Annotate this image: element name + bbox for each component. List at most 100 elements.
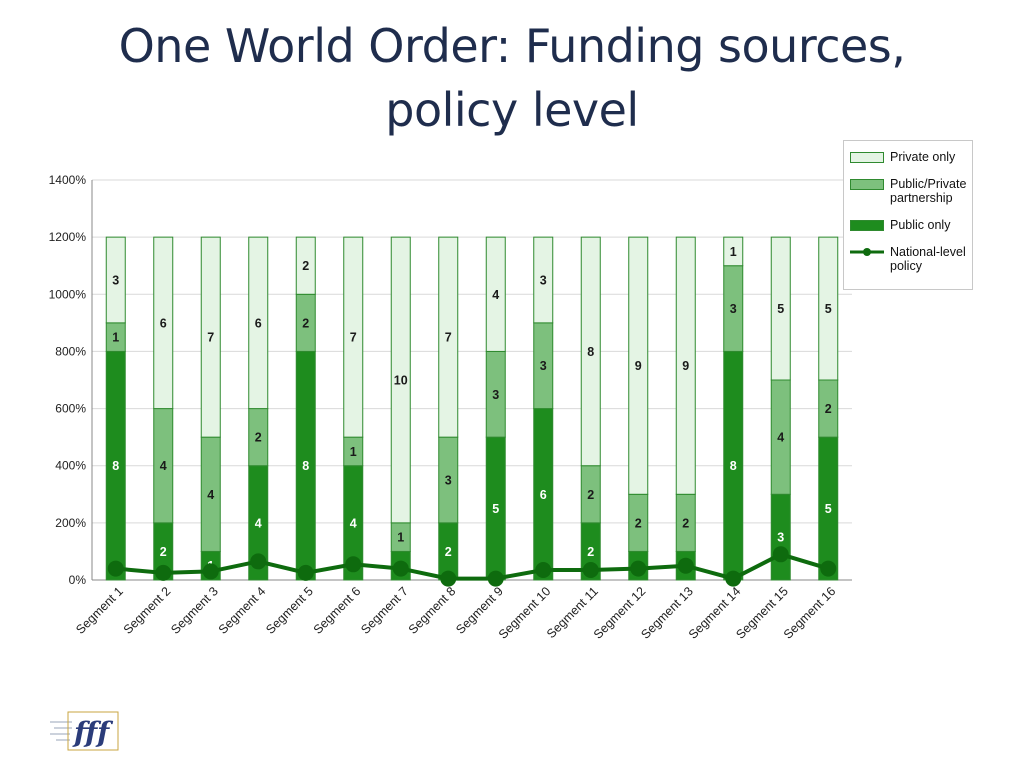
policy-line-path [115,552,829,581]
y-tick-label: 0% [69,573,87,587]
y-tick-label: 1000% [49,287,87,301]
bar-label-public: 4 [255,516,262,530]
y-tick-label: 600% [55,402,86,416]
bar-label-partnership: 4 [207,488,214,502]
legend-swatch-private [850,152,884,163]
policy-point [487,570,504,587]
legend: Private only Public/Private partnership … [843,140,973,290]
bar-label-private: 9 [635,359,642,373]
bar-label-partnership: 2 [302,316,309,330]
legend-label-policy: National-level policy [890,245,966,273]
chart-title: One World Order: Funding sources, policy… [0,14,1024,142]
bar-label-partnership: 2 [682,516,689,530]
bar-private [818,236,839,381]
bar-label-partnership: 2 [255,431,262,445]
bar-label-partnership: 4 [777,431,784,445]
policy-point [582,562,599,578]
bar-label-public: 5 [825,502,832,516]
bar-label-partnership: 2 [635,516,642,530]
x-tick-label: Segment 3 [168,584,221,637]
x-tick-label: Segment 7 [358,584,411,637]
policy-point [772,546,789,563]
x-tick-label: Segment 2 [121,584,174,637]
legend-swatch-partnership [850,179,884,190]
bar-label-partnership: 2 [825,402,832,416]
bar-label-private: 3 [112,274,119,288]
policy-line [107,546,837,587]
policy-point [107,560,124,577]
bar-private [770,236,791,381]
bar-label-private: 3 [540,274,547,288]
bar-private [438,236,459,438]
bar-label-partnership: 2 [587,488,594,502]
legend-label-private: Private only [890,150,956,164]
policy-point [820,560,837,577]
policy-point [630,560,647,577]
bar-label-partnership: 3 [492,388,499,402]
bar-label-private: 7 [445,331,452,345]
bar-label-private: 2 [302,259,309,273]
policy-point [440,570,457,587]
y-tick-label: 400% [55,459,86,473]
x-tick-label: Segment 4 [216,584,269,637]
bar-label-public: 8 [302,459,309,473]
bar-label-private: 1 [730,245,737,259]
bar-label-private: 5 [777,302,784,316]
bar-private [153,236,174,410]
bar-label-partnership: 3 [730,302,737,316]
bar-label-private: 5 [825,302,832,316]
policy-point [725,570,742,587]
bar-label-partnership: 3 [445,474,452,488]
bar-label-public: 5 [492,502,499,516]
bar-private [723,236,744,267]
bar-label-private: 7 [350,331,357,345]
bar-label-public: 2 [445,545,452,559]
y-tick-label: 1200% [49,230,87,244]
bar-label-public: 3 [777,531,784,545]
policy-point [297,564,314,581]
policy-point [392,560,409,577]
policy-point [345,556,362,573]
y-axis-labels: 0% 200% 400% 600% 800% 1000% 1200% 1400% [49,173,87,587]
x-tick-label: Segment 1 [73,584,126,637]
bar-label-partnership: 3 [540,359,547,373]
policy-point [677,557,694,574]
y-tick-label: 800% [55,344,86,358]
fff-logo: fff [50,711,119,751]
policy-point [155,564,172,581]
x-tick-label: Segment 8 [406,584,459,637]
bar-label-private: 8 [587,345,594,359]
x-tick-label: Segment 5 [263,584,316,637]
bar-label-public: 4 [350,516,357,530]
bar-private [390,236,411,524]
legend-swatch-public [850,220,884,231]
title-line-1: One World Order: Funding sources, [118,19,906,73]
bar-label-public: 8 [112,459,119,473]
bar-value-labels: 8132461474268224171110237534633228129129… [112,245,832,573]
bar-label-private: 6 [160,316,167,330]
bar-label-partnership: 1 [350,445,357,459]
legend-label-partnership: Public/Private partnership [890,177,967,205]
x-tick-label: Segment 6 [311,584,364,637]
bar-private [248,236,269,410]
logo-text: fff [72,716,114,749]
bar-label-private: 10 [394,374,408,388]
bar-private [485,236,506,352]
title-line-2: policy level [385,83,639,137]
legend-label-public: Public only [890,218,951,232]
policy-point [202,563,219,580]
bar-private [580,236,601,467]
bar-label-private: 7 [207,331,214,345]
y-tick-label: 1400% [49,173,87,187]
bar-private [675,236,696,495]
legend-line-policy-icon [850,248,884,256]
bar-private [200,236,221,438]
bar-label-private: 9 [682,359,689,373]
bar-private [533,236,554,324]
bar-label-private: 4 [492,288,499,302]
policy-point [250,553,267,570]
bar-label-public: 8 [730,459,737,473]
bar-label-public: 2 [587,545,594,559]
